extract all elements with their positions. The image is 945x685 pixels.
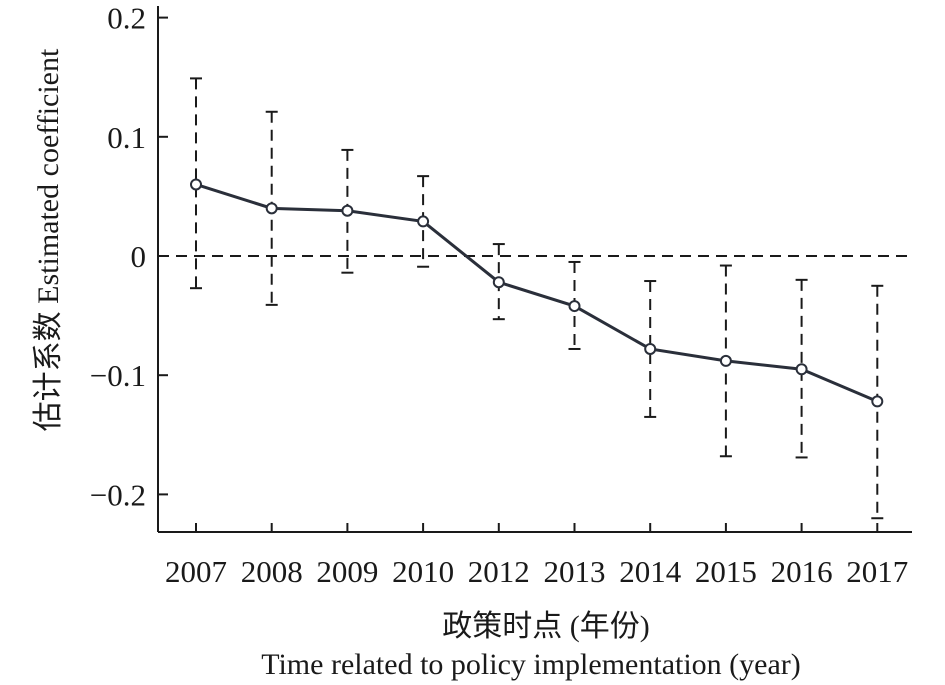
x-tick-label: 2015 <box>695 554 757 589</box>
data-point <box>871 395 884 408</box>
y-tick-label: 0.2 <box>107 1 146 36</box>
data-point <box>341 204 354 217</box>
x-axis-title-english: Time related to policy implementation (y… <box>261 648 801 681</box>
series-line <box>195 183 878 403</box>
error-bar <box>190 77 202 290</box>
x-tick-label: 2009 <box>316 554 378 589</box>
data-point <box>492 276 505 289</box>
x-tick-label: 2010 <box>392 554 454 589</box>
y-tick-label: −0.1 <box>90 358 146 393</box>
x-tick-label: 2014 <box>619 554 682 589</box>
axes <box>157 6 912 533</box>
data-point <box>795 363 808 376</box>
y-axis-title: 估计系数 Estimated coefficient <box>32 48 65 431</box>
y-tick-label: 0.1 <box>107 120 146 155</box>
x-tick-label: 2013 <box>544 554 606 589</box>
data-point <box>568 300 581 313</box>
data-point <box>719 354 732 367</box>
data-point <box>644 342 657 355</box>
y-tick-label: −0.2 <box>90 477 146 512</box>
x-ticks: 2007 2008 2009 2010 2012 2013 2014 2015 2016 2017 <box>165 523 908 589</box>
error-bars <box>190 77 884 520</box>
x-tick-label: 2016 <box>771 554 833 589</box>
y-ticks: 0.2 0.1 0 −0.1 −0.2 <box>90 1 168 512</box>
data-point <box>265 202 278 215</box>
data-point <box>417 215 430 228</box>
error-bar <box>795 278 808 459</box>
data-point <box>190 178 202 191</box>
error-bar <box>644 280 657 418</box>
x-tick-label: 2017 <box>846 554 908 589</box>
data-points <box>190 178 884 408</box>
x-tick-label: 2008 <box>241 554 303 589</box>
x-axis-title: 政策时点 (年份) <box>442 610 649 643</box>
x-tick-label: 2012 <box>468 554 530 589</box>
y-tick-label: 0 <box>131 239 147 274</box>
x-tick-label: 2007 <box>165 554 227 589</box>
